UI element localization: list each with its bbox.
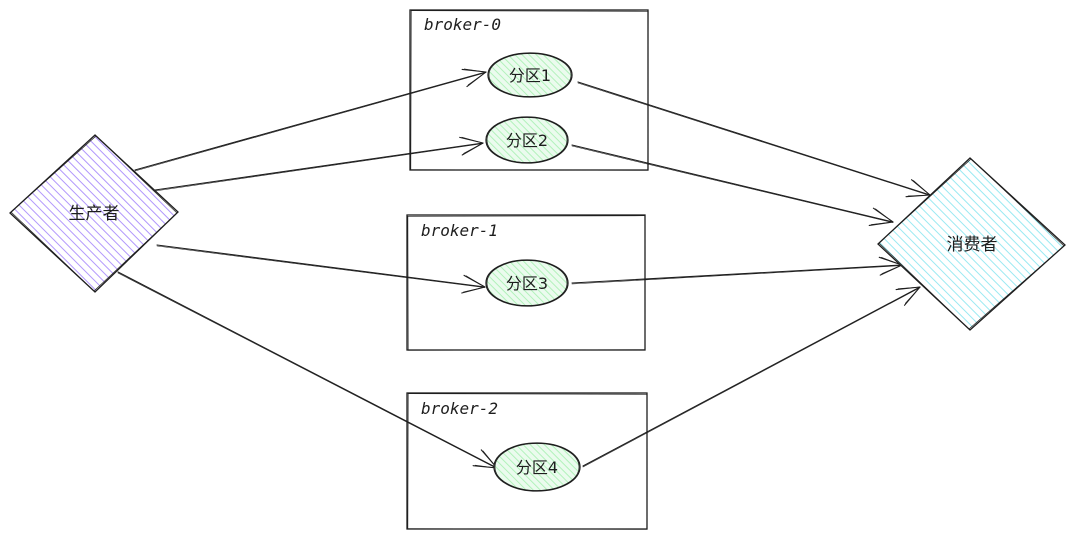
- arrow-p1-to-consumer: [577, 81, 931, 198]
- partition-4-label: 分区4: [516, 458, 558, 477]
- arrow-p3-to-consumer: [571, 256, 903, 285]
- partition-1-label: 分区1: [509, 66, 551, 85]
- consumer-node: 消费者: [877, 157, 1066, 331]
- arrow-producer-to-p4: [117, 271, 498, 469]
- arrow-p4-to-consumer: [582, 286, 921, 468]
- partition-3-node: 分区3: [485, 259, 569, 307]
- partition-1-node: 分区1: [487, 52, 573, 98]
- arrow-producer-to-p3: [156, 244, 486, 294]
- arrow-producer-to-p2: [154, 136, 484, 192]
- consumer-label: 消费者: [947, 235, 998, 255]
- broker-1-box: broker-1: [406, 214, 646, 351]
- arrow-p2-to-consumer: [571, 144, 894, 227]
- broker-1-label: broker-1: [421, 221, 498, 240]
- partition-2-label: 分区2: [506, 131, 548, 150]
- edges: [117, 68, 931, 469]
- arrow-producer-to-p1: [134, 68, 487, 172]
- broker-2-box: broker-2: [406, 392, 648, 530]
- partition-3-label: 分区3: [506, 274, 548, 293]
- partition-2-node: 分区2: [485, 116, 569, 164]
- producer-node: 生产者: [9, 134, 179, 293]
- partition-4-node: 分区4: [493, 442, 581, 492]
- producer-label: 生产者: [69, 204, 120, 224]
- broker-2-label: broker-2: [421, 399, 498, 418]
- broker-0-label: broker-0: [424, 15, 501, 34]
- broker-0-box: broker-0: [409, 9, 649, 171]
